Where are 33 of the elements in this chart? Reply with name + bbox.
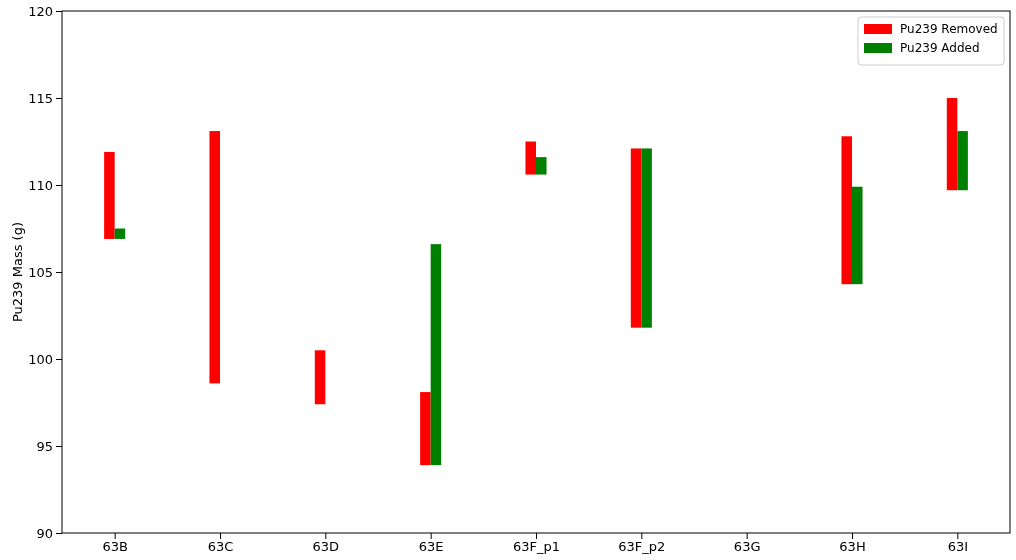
x-tick-label: 63G [733, 539, 761, 555]
y-tick-label: 110 [28, 177, 53, 193]
bar [209, 131, 220, 384]
y-tick-label: 115 [28, 90, 53, 106]
bar [852, 186, 863, 285]
bar [525, 141, 536, 175]
y-tick-label: 100 [28, 351, 53, 367]
y-tick-label: 95 [36, 438, 53, 454]
bar [630, 148, 642, 328]
y-axis-title: Pu239 Mass (g) [10, 221, 25, 323]
x-tick-label: 63D [312, 539, 340, 555]
bar [957, 131, 968, 191]
y-tick-label: 90 [36, 525, 53, 541]
bar [114, 228, 126, 239]
x-tick-label: 63C [207, 539, 234, 555]
y-tick-label: 105 [28, 264, 53, 280]
legend-label: Pu239 Added [900, 41, 980, 55]
x-tick-label: 63I [947, 539, 969, 555]
bar [841, 136, 852, 285]
bar [536, 157, 547, 175]
y-tick-label: 120 [28, 3, 53, 19]
x-tick-label: 63E [418, 539, 444, 555]
legend-label: Pu239 Removed [900, 22, 998, 36]
x-tick-label: 63F_p2 [618, 539, 666, 555]
x-tick-label: 63F_p1 [512, 539, 561, 555]
bar [104, 151, 115, 239]
x-tick-label: 63H [839, 539, 866, 555]
bar [946, 98, 958, 191]
bar [641, 148, 652, 328]
x-tick-label: 63B [102, 539, 128, 555]
bar [430, 244, 442, 466]
bar [314, 350, 326, 405]
bar [420, 392, 431, 466]
